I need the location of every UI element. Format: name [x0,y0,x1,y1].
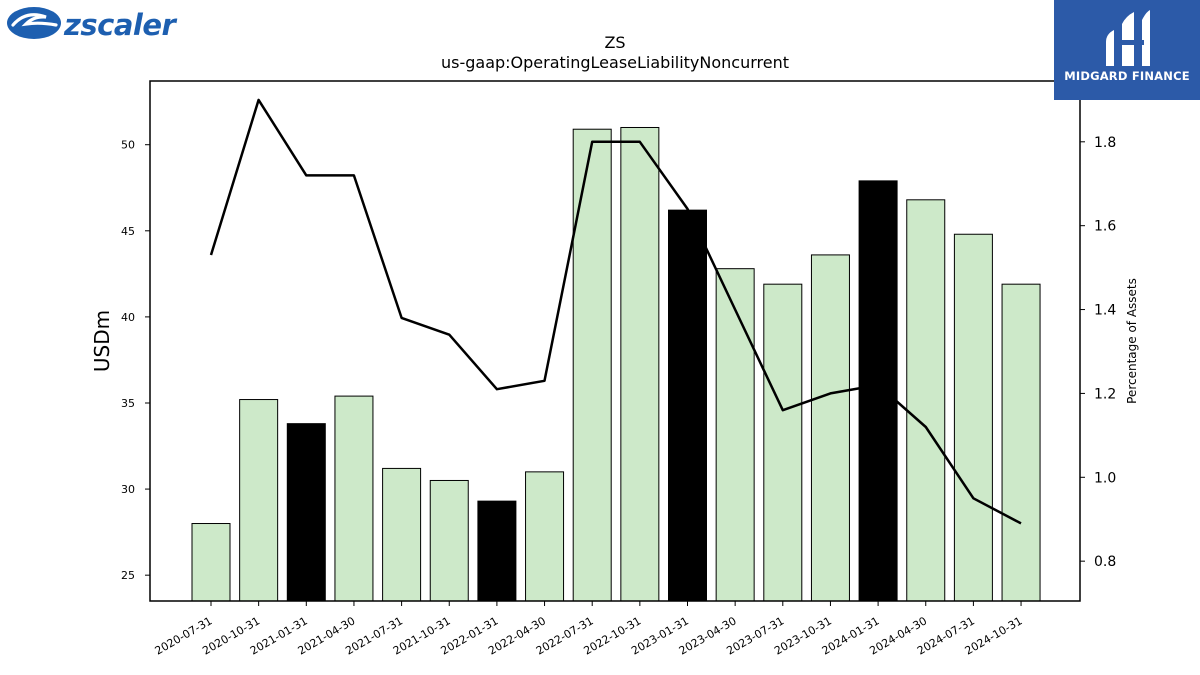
y2-tick-label: 1.6 [1094,219,1116,235]
y-tick-label: 25 [121,569,135,582]
bar [668,209,707,602]
y2-tick-label: 1.8 [1094,135,1116,151]
bar [191,523,231,602]
midgard-mark-icon [1106,10,1150,66]
y2-tick-label: 1.4 [1094,303,1116,319]
y2-tick-label: 1.2 [1094,386,1116,402]
bar [810,254,850,602]
y-tick-label: 30 [121,483,135,496]
bar-series [191,126,1041,602]
bar [525,471,565,602]
y-tick-label: 50 [121,139,135,152]
y2-tick-label: 1.0 [1094,470,1116,486]
x-axis: 2020-07-312020-10-312021-01-312021-04-30… [153,601,1025,658]
y-axis-label: USDm [90,310,114,372]
y-tick-label: 35 [121,397,135,410]
bar [286,423,326,602]
line-path [209,98,1022,525]
y-tick-label: 45 [121,225,135,238]
logo-text: zscaler [63,8,178,42]
bar [382,467,422,602]
bar [429,479,469,602]
bar [953,233,993,602]
badge-text: MIDGARD FINANCE [1064,69,1190,83]
zscaler-logo: zscaler [4,4,184,46]
chart-subtitle: us-gaap:OperatingLeaseLiabilityNoncurren… [441,53,789,72]
chart-title: ZS [604,33,625,52]
y2-tick-label: 0.8 [1094,554,1116,570]
cloud-icon: zscaler [7,7,178,42]
bar [334,395,374,602]
bar [763,283,803,602]
y-axis-left: 25 30 35 40 45 50 [121,139,150,582]
bar [906,199,946,602]
bar [1001,283,1041,602]
y-tick-label: 40 [121,311,135,324]
y-axis-right: 0.8 1.0 1.2 1.4 1.6 1.8 [1080,135,1116,570]
plot-frame [149,80,1081,602]
y2-axis-label: Percentage of Assets [1125,278,1139,404]
bar [620,126,660,602]
bar [715,268,755,602]
line-series [209,98,1022,525]
bar [477,500,517,602]
midgard-finance-badge: MIDGARD FINANCE [1054,0,1200,100]
bar [572,128,612,602]
bar [239,399,279,602]
bar [858,180,898,602]
